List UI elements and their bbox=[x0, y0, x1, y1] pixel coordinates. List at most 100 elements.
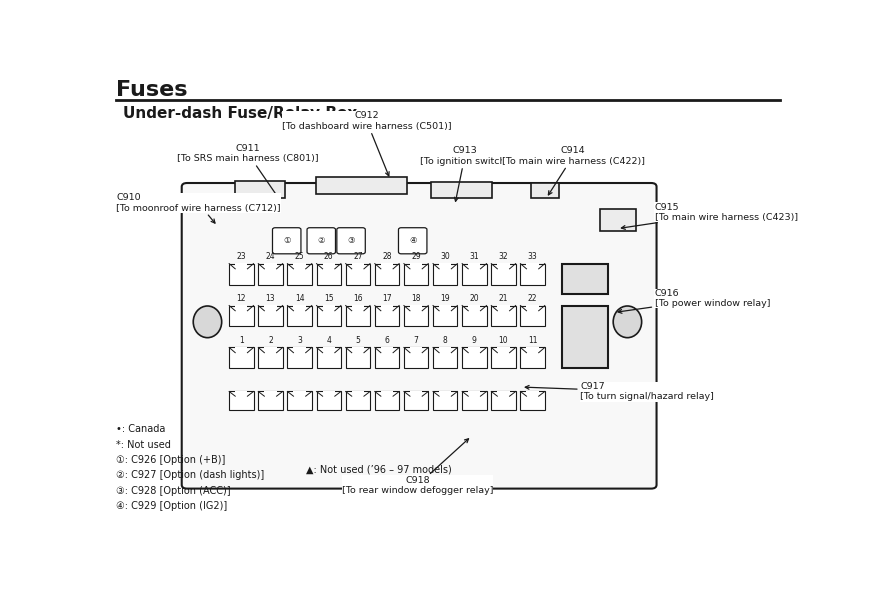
Bar bbox=[351, 347, 364, 353]
Bar bbox=[323, 347, 335, 353]
Bar bbox=[404, 391, 428, 410]
Bar bbox=[526, 305, 538, 311]
Text: 22: 22 bbox=[528, 294, 538, 302]
Text: 1: 1 bbox=[239, 336, 244, 345]
Text: ①: ① bbox=[283, 237, 290, 245]
FancyBboxPatch shape bbox=[273, 227, 301, 254]
Bar bbox=[264, 347, 276, 353]
Text: 30: 30 bbox=[440, 252, 450, 261]
Bar bbox=[288, 391, 312, 410]
Text: 11: 11 bbox=[528, 336, 538, 345]
Bar bbox=[294, 305, 306, 311]
Text: 3: 3 bbox=[297, 336, 302, 345]
Bar bbox=[316, 391, 341, 410]
Bar bbox=[491, 264, 516, 284]
Text: 26: 26 bbox=[324, 252, 334, 261]
Bar bbox=[235, 347, 247, 353]
Bar bbox=[520, 306, 545, 327]
Bar bbox=[491, 391, 516, 410]
Text: ▲: Not used (’96 – 97 models): ▲: Not used (’96 – 97 models) bbox=[306, 465, 452, 474]
Text: 27: 27 bbox=[353, 252, 363, 261]
Text: 6: 6 bbox=[385, 336, 390, 345]
Text: 14: 14 bbox=[295, 294, 304, 302]
Bar bbox=[264, 391, 276, 396]
Bar bbox=[410, 347, 422, 353]
Bar bbox=[439, 305, 451, 311]
Text: Under-dash Fuse/Relay Box: Under-dash Fuse/Relay Box bbox=[122, 106, 357, 121]
Text: 4: 4 bbox=[326, 336, 331, 345]
Bar bbox=[491, 306, 516, 327]
Bar bbox=[531, 183, 559, 198]
Bar bbox=[294, 263, 306, 269]
Bar bbox=[294, 347, 306, 353]
Ellipse shape bbox=[614, 306, 642, 338]
Bar bbox=[229, 264, 253, 284]
Bar bbox=[600, 209, 635, 231]
Text: 17: 17 bbox=[382, 294, 392, 302]
FancyBboxPatch shape bbox=[399, 227, 427, 254]
Bar bbox=[381, 305, 393, 311]
Bar bbox=[497, 391, 510, 396]
Text: ④: C929 [Option (IG2)]: ④: C929 [Option (IG2)] bbox=[116, 501, 227, 511]
Text: 32: 32 bbox=[499, 252, 509, 261]
Bar bbox=[235, 305, 247, 311]
Text: C911
[To SRS main harness (C801)]: C911 [To SRS main harness (C801)] bbox=[177, 144, 319, 200]
Text: ④: ④ bbox=[409, 237, 416, 245]
Bar bbox=[562, 264, 607, 294]
Bar bbox=[410, 263, 422, 269]
Bar bbox=[526, 347, 538, 353]
Text: 2: 2 bbox=[268, 336, 273, 345]
Bar bbox=[433, 391, 457, 410]
Bar bbox=[259, 391, 282, 410]
Bar bbox=[259, 264, 282, 284]
Bar bbox=[323, 263, 335, 269]
Bar bbox=[468, 263, 481, 269]
Bar bbox=[462, 347, 487, 368]
FancyBboxPatch shape bbox=[336, 227, 365, 254]
Text: 7: 7 bbox=[413, 336, 419, 345]
Text: Fuses: Fuses bbox=[116, 80, 188, 100]
Text: 16: 16 bbox=[353, 294, 363, 302]
Bar bbox=[375, 391, 399, 410]
Bar bbox=[351, 305, 364, 311]
Text: 9: 9 bbox=[472, 336, 477, 345]
Text: •: Canada: •: Canada bbox=[116, 424, 165, 434]
Text: C913
[To ignition switch]: C913 [To ignition switch] bbox=[420, 146, 510, 201]
Bar bbox=[235, 263, 247, 269]
Bar bbox=[404, 264, 428, 284]
Text: C910
[To moonroof wire harness (C712)]: C910 [To moonroof wire harness (C712)] bbox=[116, 194, 281, 223]
Bar bbox=[526, 263, 538, 269]
Bar bbox=[288, 306, 312, 327]
Bar bbox=[264, 263, 276, 269]
FancyBboxPatch shape bbox=[182, 183, 656, 489]
Bar bbox=[381, 391, 393, 396]
Bar bbox=[229, 391, 253, 410]
Bar bbox=[345, 306, 370, 327]
Bar bbox=[294, 391, 306, 396]
Bar bbox=[345, 347, 370, 368]
Bar bbox=[229, 306, 253, 327]
Bar bbox=[235, 391, 247, 396]
Bar bbox=[497, 347, 510, 353]
Bar bbox=[316, 306, 341, 327]
Text: 25: 25 bbox=[295, 252, 304, 261]
Bar bbox=[381, 263, 393, 269]
Bar bbox=[439, 263, 451, 269]
Text: 18: 18 bbox=[412, 294, 421, 302]
Bar bbox=[323, 305, 335, 311]
Bar bbox=[229, 347, 253, 368]
Bar bbox=[234, 181, 285, 198]
Text: C912
[To dashboard wire harness (C501)]: C912 [To dashboard wire harness (C501)] bbox=[281, 111, 452, 176]
Bar bbox=[468, 305, 481, 311]
Bar bbox=[431, 182, 492, 198]
Bar bbox=[381, 347, 393, 353]
Text: C917
[To turn signal/hazard relay]: C917 [To turn signal/hazard relay] bbox=[525, 382, 714, 401]
Bar bbox=[433, 264, 457, 284]
Bar bbox=[439, 347, 451, 353]
Bar bbox=[468, 391, 481, 396]
Bar bbox=[375, 264, 399, 284]
Bar bbox=[433, 347, 457, 368]
Text: 21: 21 bbox=[499, 294, 508, 302]
Text: 20: 20 bbox=[469, 294, 479, 302]
Text: C914
[To main wire harness (C422)]: C914 [To main wire harness (C422)] bbox=[502, 146, 645, 195]
